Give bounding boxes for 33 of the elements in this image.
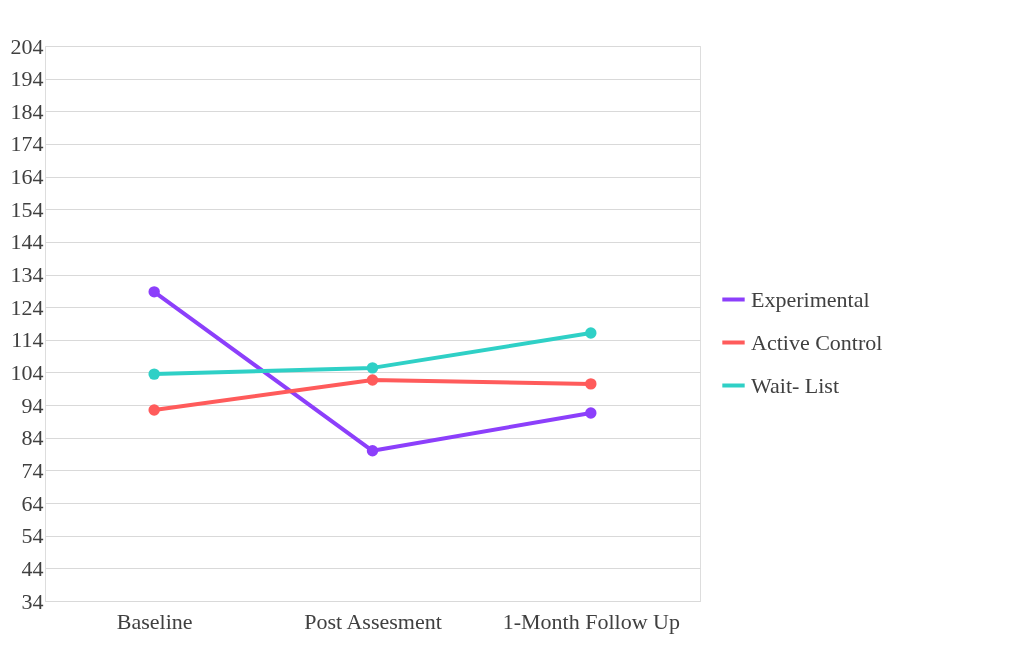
point: [366, 362, 379, 374]
y-tick-label: 104: [10, 359, 44, 385]
y-tick-label: 34: [21, 588, 44, 614]
y-tick-label: 124: [10, 294, 44, 320]
point: [366, 445, 379, 457]
y-tick-label: 114: [11, 327, 44, 353]
y-tick-label: 194: [10, 66, 44, 92]
y-tick-label: 134: [10, 262, 44, 288]
y-tick-label: 144: [10, 229, 44, 255]
y-tick-label: 164: [10, 164, 44, 190]
point: [148, 286, 160, 298]
y-tick-label: 64: [21, 490, 44, 516]
legend-label: Wait- List: [751, 372, 840, 398]
legend-label: Experimental: [751, 286, 870, 312]
y-tick-label: 154: [10, 196, 44, 222]
point: [585, 327, 597, 339]
y-tick-label: 84: [21, 425, 44, 451]
y-tick-label: 94: [21, 392, 44, 418]
y-tick-label: 174: [10, 131, 44, 157]
x-tick-label: Baseline: [116, 608, 193, 634]
point: [585, 407, 597, 419]
y-tick-label: 54: [21, 523, 44, 549]
point: [148, 404, 160, 416]
x-tick-label: Post Assesment: [304, 608, 442, 634]
legend-label: Active Control: [751, 329, 883, 355]
y-tick-label: 184: [10, 98, 44, 124]
y-tick-label: 74: [21, 457, 44, 483]
y-tick-label: 44: [21, 555, 44, 581]
point: [366, 374, 379, 386]
point: [148, 368, 160, 380]
x-tick-label: 1-Month Follow Up: [502, 608, 680, 634]
y-tick-label: 204: [10, 33, 44, 59]
point: [585, 378, 597, 390]
